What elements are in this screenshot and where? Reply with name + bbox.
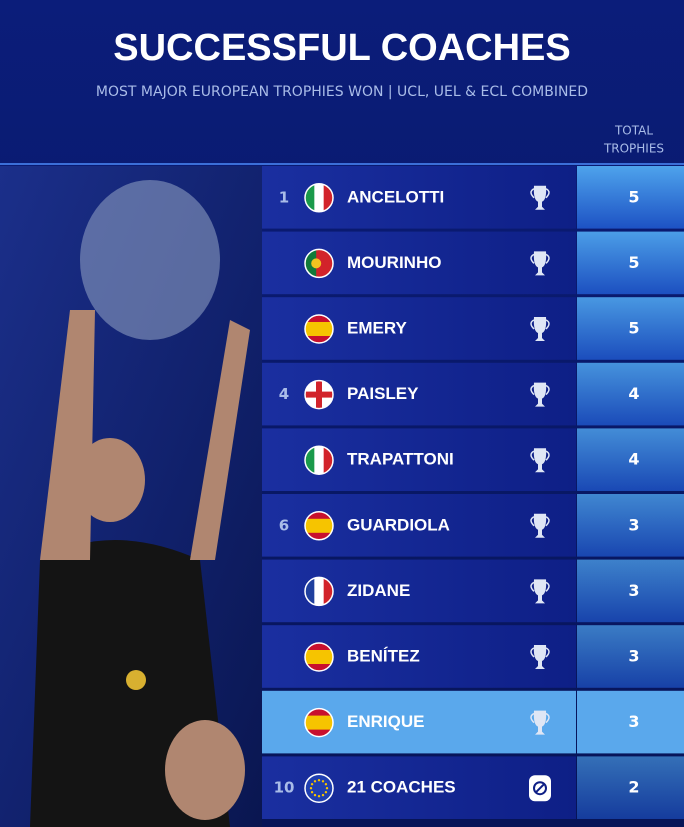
total-cell [577,231,684,295]
trophy-icon [530,382,550,407]
coach-name: BENÍTEZ [347,646,420,665]
total: 5 [628,319,639,338]
total: 4 [628,450,639,469]
title: SUCCESSFUL COACHES [113,27,570,69]
flag [305,774,333,803]
flag [305,643,333,671]
coach-name: EMERY [347,318,407,337]
trophy-icon [530,579,550,604]
table-row: TRAPATTONI 4 [262,428,684,491]
total-cell [577,756,684,819]
total: 5 [628,253,639,272]
coach-name: MOURINHO [347,253,441,272]
total-cell [577,297,684,360]
coach-name: ZIDANE [347,581,410,600]
trophy-icon [530,251,550,276]
total: 3 [628,515,639,534]
trophy-icon [530,645,550,669]
total: 3 [628,712,639,731]
flag [305,708,333,737]
column-header: TOTAL [614,124,653,138]
flag [305,315,333,343]
flag [305,511,333,540]
table-row: ENRIQUE 3 [262,690,684,754]
flag [305,577,333,606]
coach-name: TRAPATTONI [347,450,454,469]
trophy-icon [530,710,550,735]
flag [305,446,333,475]
table-row: EMERY 5 [262,297,684,360]
trophy-icon [530,317,550,341]
coach-name: PAISLEY [347,384,419,403]
subtitle: MOST MAJOR EUROPEAN TROPHIES WON | UCL, … [96,84,588,100]
total: 4 [628,384,639,403]
table-row: 10 21 COACHES 2 [262,756,684,819]
rank: 10 [274,779,295,797]
photo [0,166,262,827]
trophy-icon [530,185,550,210]
total-cell [577,494,684,557]
flag [305,249,333,278]
coach-name: ENRIQUE [347,712,424,731]
total-cell [577,362,684,426]
total: 2 [628,778,639,797]
trophy-icon [529,775,551,802]
total: 3 [628,647,639,666]
table-row: 1 ANCELOTTI 5 [262,166,684,229]
table-row: ZIDANE 3 [262,559,684,623]
flag [305,183,333,212]
total-cell [577,625,684,688]
rank: 6 [279,516,289,534]
flag [305,380,333,409]
total-cell [577,690,684,754]
total-cell [577,559,684,623]
table-row: 4 PAISLEY 4 [262,362,684,426]
coach-name: 21 COACHES [347,778,456,797]
total: 5 [628,187,639,206]
total-cell [577,428,684,491]
rank: 4 [279,385,289,403]
coach-name: GUARDIOLA [347,515,450,534]
rank: 1 [279,188,289,206]
column-header: TROPHIES [603,142,664,156]
total-cell [577,166,684,229]
table-row: BENÍTEZ 3 [262,625,684,688]
total: 3 [628,581,639,600]
table-row: 6 GUARDIOLA 3 [262,494,684,557]
trophy-icon [530,448,550,473]
trophy-icon [530,513,550,538]
table-row: MOURINHO 5 [262,231,684,295]
coach-name: ANCELOTTI [347,187,444,206]
